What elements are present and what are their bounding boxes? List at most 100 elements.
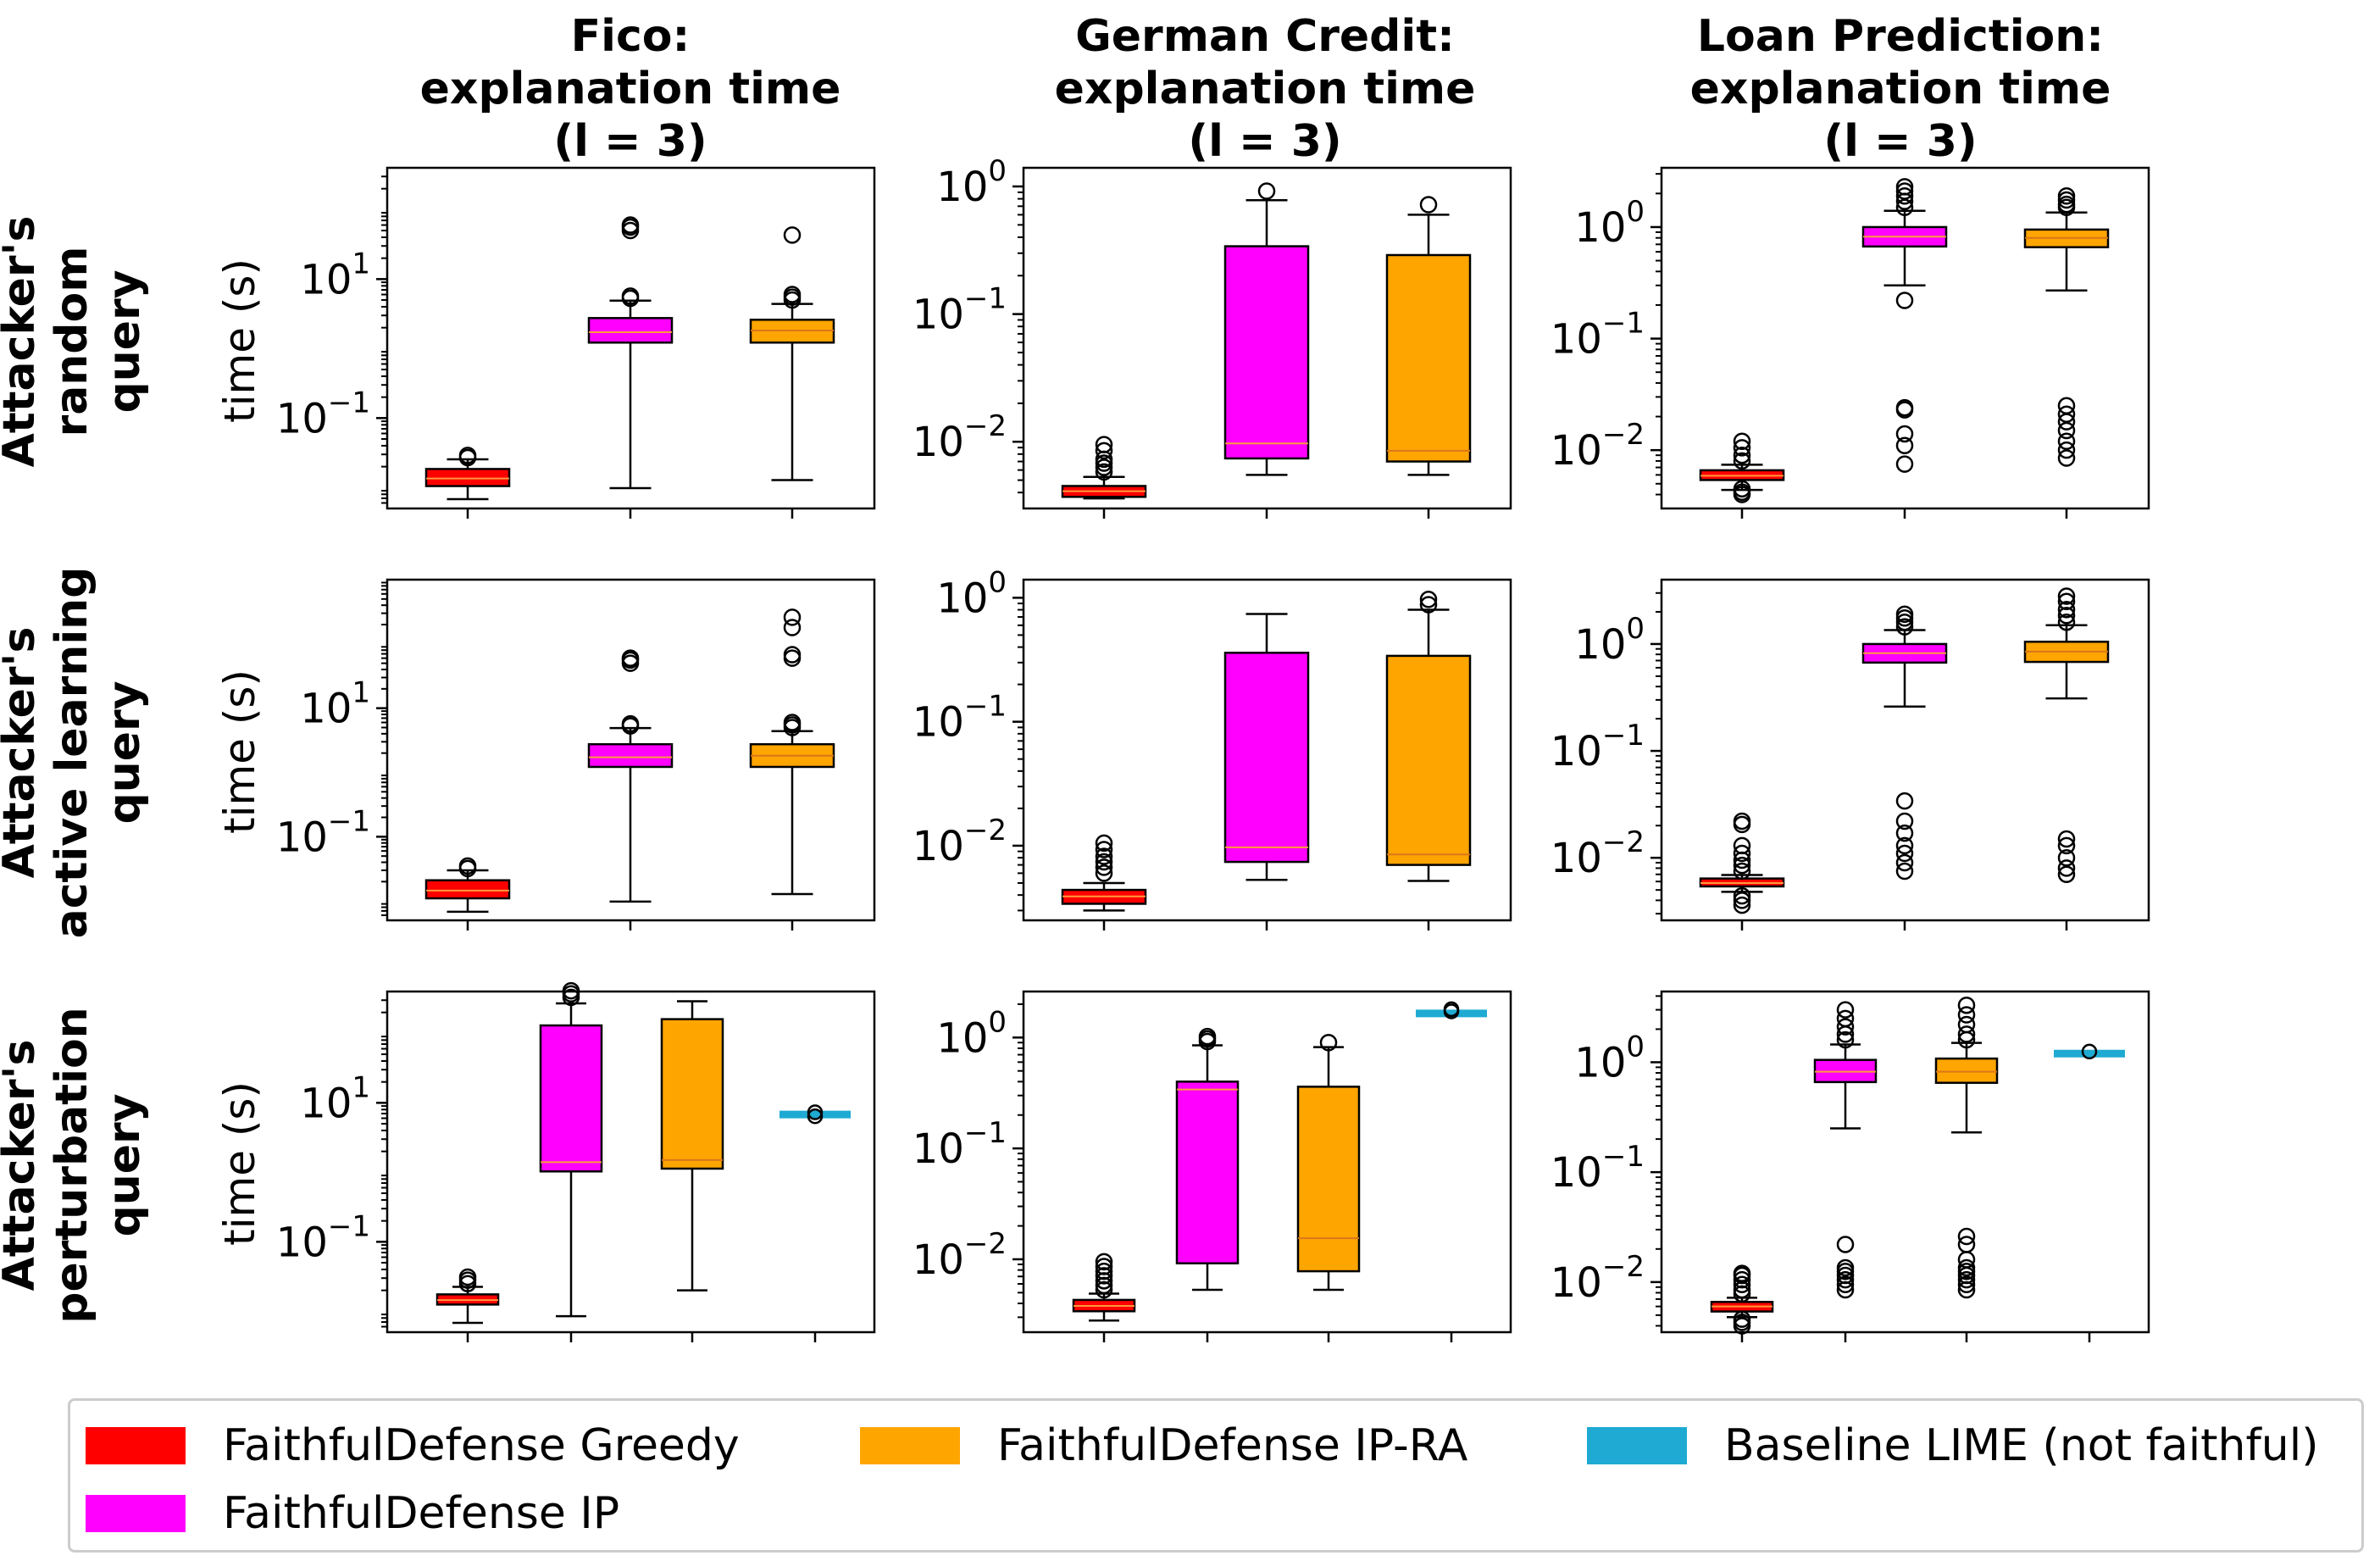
outlier-point (783, 714, 802, 731)
y-tick-label: 10−2 (913, 814, 1007, 870)
outlier-point (1733, 836, 1751, 855)
outlier-point (621, 714, 640, 733)
column-title-german-credit: German Credit: explanation time (l = 3) (1011, 10, 1519, 168)
y-tick-exponent: 1 (352, 247, 370, 281)
row-label-active-learning-query: Attacker's active learning query (0, 541, 153, 964)
outlier-point (783, 226, 802, 244)
outlier-point (1733, 432, 1751, 451)
outlier-point (1733, 844, 1751, 863)
outlier-point (1895, 844, 1914, 863)
outlier-point (1257, 182, 1276, 200)
box-faithfuldefense-ip (587, 742, 674, 769)
outlier-point (1733, 812, 1751, 830)
y-tick-label: 100 (936, 154, 1007, 211)
outlier-point (1957, 1275, 1976, 1294)
outlier-point (1957, 1236, 1976, 1253)
panel-frame (1022, 990, 1512, 1334)
box-faithfuldefense-ip (539, 1024, 603, 1173)
y-tick-exponent: −2 (1602, 825, 1645, 859)
outlier-point (2057, 195, 2076, 214)
outlier-point (1733, 1270, 1751, 1289)
y-tick-exponent: 0 (1626, 195, 1645, 229)
y-tick-base: 10 (1551, 728, 1602, 775)
y-tick-exponent: 1 (352, 1070, 370, 1104)
box-faithfuldefense-ip (1223, 245, 1310, 460)
outlier-point (1836, 1030, 1855, 1049)
outlier-point (1733, 446, 1751, 464)
y-tick-label: 10−1 (276, 804, 370, 861)
outlier-point (1095, 442, 1113, 460)
outlier-point (458, 1268, 477, 1286)
outlier-point (458, 857, 477, 875)
y-tick-exponent: −1 (1602, 1140, 1645, 1174)
outlier-point (1419, 591, 1438, 608)
outlier-point (1095, 841, 1113, 858)
y-tick-base: 10 (300, 686, 352, 733)
row-label-perturbation-query: Attacker's perturbation query (0, 953, 153, 1377)
outlier-point (1733, 480, 1751, 498)
outlier-point (1095, 1262, 1113, 1280)
row-label-random-line2: random (47, 246, 97, 437)
y-tick-base: 10 (936, 164, 988, 211)
outlier-point (807, 1104, 824, 1120)
panel-frame (386, 578, 876, 922)
outlier-point (2057, 865, 2076, 883)
legend-label-greedy: FaithfulDefense Greedy (223, 1420, 740, 1471)
row-label-perturbation-line3: query (99, 1093, 150, 1237)
legend-swatch-greedy (86, 1427, 186, 1464)
row-label-random-line3: query (99, 269, 150, 414)
y-tick-label: 10−1 (276, 1209, 370, 1266)
outlier-point (1419, 196, 1438, 214)
outlier-point (1319, 1034, 1338, 1052)
outlier-point (1733, 862, 1751, 880)
panel-frame (386, 990, 876, 1334)
box-faithfuldefense-ip (1175, 1080, 1240, 1264)
y-tick-label: 10−1 (913, 690, 1007, 747)
y-tick-label: 10−1 (1551, 307, 1645, 364)
outlier-point (2057, 421, 2076, 440)
outlier-point (1836, 1275, 1855, 1294)
outlier-point (1957, 1015, 1976, 1034)
y-tick-base: 10 (276, 814, 328, 861)
outlier-point (1895, 398, 1914, 417)
outlier-point (2057, 397, 2076, 415)
y-tick-base: 10 (276, 395, 328, 442)
outlier-point (1095, 1253, 1113, 1271)
legend-swatch-ip-ra (860, 1427, 960, 1464)
y-tick-base: 10 (913, 292, 964, 339)
outlier-point (1957, 996, 1976, 1014)
y-tick-base: 10 (913, 1236, 964, 1284)
outlier-point (2057, 848, 2076, 867)
column-title-loan-line2: explanation time (1689, 64, 2111, 114)
y-tick-exponent: −1 (1602, 719, 1645, 753)
legend-item-ip: FaithfulDefense IP (86, 1484, 619, 1543)
y-tick-base: 10 (300, 1080, 352, 1127)
y-tick-base: 10 (1551, 1149, 1602, 1197)
outlier-point (2057, 606, 2076, 625)
panel-frame (386, 166, 876, 510)
y-tick-exponent: −1 (328, 386, 370, 419)
outlier-point (783, 649, 802, 667)
box-faithfuldefense-ip-ra (1385, 253, 1472, 463)
row-label-random-query: Attacker's random query (0, 130, 153, 553)
outlier-point (1895, 292, 1914, 309)
outlier-point (2057, 613, 2076, 631)
y-tick-label: 100 (936, 565, 1007, 622)
y-tick-label: 100 (1574, 612, 1645, 669)
outlier-point (1957, 1270, 1976, 1289)
legend-swatch-ip (86, 1495, 186, 1532)
outlier-point (1895, 812, 1914, 830)
y-tick-base: 10 (913, 823, 964, 870)
outlier-point (1836, 1001, 1855, 1019)
outlier-point (1095, 1258, 1113, 1275)
y-tick-base: 10 (276, 1219, 328, 1266)
y-tick-exponent: −1 (964, 1116, 1007, 1150)
y-tick-exponent: −1 (328, 1209, 370, 1243)
outlier-point (2057, 405, 2076, 424)
outlier-point (1836, 1018, 1855, 1036)
outlier-point (1733, 892, 1751, 909)
